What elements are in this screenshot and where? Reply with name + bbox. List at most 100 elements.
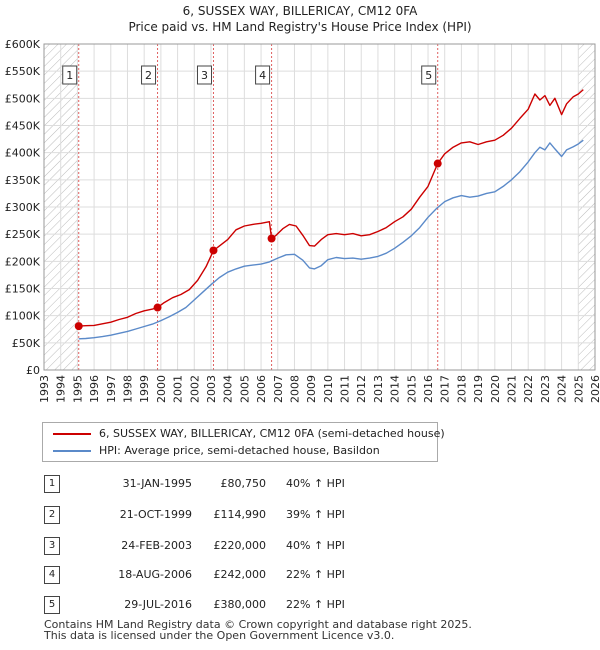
x-tick-label: 1996 xyxy=(88,375,101,403)
property-price-line xyxy=(78,89,584,327)
sale-marker xyxy=(209,246,218,255)
x-tick-label: 1998 xyxy=(121,375,134,403)
x-tick-label: 2025 xyxy=(572,375,585,403)
chart-subtitle: Price paid vs. HM Land Registry's House … xyxy=(128,20,472,34)
x-tick-label: 2023 xyxy=(539,375,552,403)
y-tick-label: £300K xyxy=(5,201,41,214)
sale-hpi-change: 22% ↑ HPI xyxy=(286,568,345,581)
sale-label-number: 3 xyxy=(201,69,208,82)
footer-copyright: Contains HM Land Registry data © Crown c… xyxy=(44,619,472,641)
table-row: 1 31-JAN-1995 £80,750 40% ↑ HPI xyxy=(42,475,442,493)
sale-label-box xyxy=(62,65,78,85)
y-tick-label: £400K xyxy=(5,147,41,160)
sale-date: 18-AUG-2006 xyxy=(118,568,192,581)
sale-label-box xyxy=(196,65,212,85)
sale-hpi-change: 40% ↑ HPI xyxy=(286,477,345,490)
x-tick-label: 2000 xyxy=(155,375,168,403)
y-tick-label: £200K xyxy=(5,255,41,268)
sale-number-badge: 1 xyxy=(44,475,60,493)
y-tick-label: £550K xyxy=(5,65,41,78)
x-tick-label: 2013 xyxy=(372,375,385,403)
sale-hpi-change: 22% ↑ HPI xyxy=(286,598,345,611)
sale-price: £80,750 xyxy=(220,477,267,490)
x-tick-label: 2002 xyxy=(188,375,201,403)
sale-hpi-change: 40% ↑ HPI xyxy=(286,539,345,552)
sale-number-badge: 2 xyxy=(44,506,60,524)
x-tick-label: 2008 xyxy=(288,375,301,403)
sale-price: £220,000 xyxy=(213,539,267,552)
x-tick-label: 2020 xyxy=(489,375,502,403)
sale-date: 31-JAN-1995 xyxy=(122,477,192,490)
sale-label-number: 1 xyxy=(66,69,73,82)
x-tick-label: 2015 xyxy=(405,375,418,403)
x-tick-label: 2003 xyxy=(205,375,218,403)
legend-swatch-property xyxy=(53,433,91,435)
legend-swatch-hpi xyxy=(53,450,91,452)
sale-number-badge: 5 xyxy=(44,596,60,614)
x-tick-label: 2024 xyxy=(556,375,569,403)
x-tick-label: 2011 xyxy=(339,375,352,403)
sale-marker xyxy=(433,159,442,168)
y-tick-label: £0 xyxy=(26,364,40,377)
sale-price: £114,990 xyxy=(213,508,267,521)
sale-date: 29-JUL-2016 xyxy=(124,598,192,611)
sale-label-box xyxy=(255,65,271,85)
sale-hpi-change: 39% ↑ HPI xyxy=(286,508,345,521)
x-tick-label: 2019 xyxy=(472,375,485,403)
sale-price: £380,000 xyxy=(213,598,267,611)
x-tick-label: 1993 xyxy=(38,375,51,403)
x-tick-label: 2016 xyxy=(422,375,435,403)
x-tick-label: 2026 xyxy=(589,375,600,403)
hpi-line xyxy=(78,139,584,340)
chart-title: 6, SUSSEX WAY, BILLERICAY, CM12 0FA xyxy=(182,4,418,18)
x-tick-label: 2009 xyxy=(305,375,318,403)
sale-date: 24-FEB-2003 xyxy=(121,539,192,552)
y-tick-label: £50K xyxy=(12,337,41,350)
x-tick-label: 2022 xyxy=(522,375,535,403)
footer-line-2: This data is licensed under the Open Gov… xyxy=(44,629,395,642)
sale-number-badge: 3 xyxy=(44,537,60,555)
price-chart: 1 2 3 4 5 £0 £50K £100K £150K £200K £250K £300K £35… xyxy=(5,38,600,403)
sale-number-badge: 4 xyxy=(44,566,60,584)
sale-label-box xyxy=(421,65,437,85)
sale-label-number: 5 xyxy=(425,69,432,82)
x-tick-label: 2001 xyxy=(172,375,185,403)
table-row: 2 21-OCT-1999 £114,990 39% ↑ HPI xyxy=(42,506,442,524)
y-tick-label: £150K xyxy=(5,283,41,296)
y-tick-label: £600K xyxy=(5,38,41,51)
table-row: 5 29-JUL-2016 £380,000 22% ↑ HPI xyxy=(42,596,442,614)
sale-date: 21-OCT-1999 xyxy=(119,508,192,521)
sale-marker xyxy=(267,234,276,243)
y-tick-label: £100K xyxy=(5,310,41,323)
plot-frame xyxy=(43,43,596,371)
x-tick-label: 2021 xyxy=(506,375,519,403)
sale-marker xyxy=(74,322,83,331)
x-tick-label: 2010 xyxy=(322,375,335,403)
legend-label-hpi: HPI: Average price, semi-detached house,… xyxy=(99,444,380,457)
y-tick-label: £250K xyxy=(5,228,41,241)
x-tick-label: 2007 xyxy=(272,375,285,403)
sale-label-number: 2 xyxy=(145,69,152,82)
sale-price: £242,000 xyxy=(213,568,267,581)
x-tick-label: 2006 xyxy=(255,375,268,403)
x-tick-label: 2004 xyxy=(222,375,235,403)
y-tick-label: £450K xyxy=(5,120,41,133)
x-tick-label: 1995 xyxy=(71,375,84,403)
legend-label-property: 6, SUSSEX WAY, BILLERICAY, CM12 0FA (sem… xyxy=(99,427,445,440)
x-tick-label: 1999 xyxy=(138,375,151,403)
x-tick-label: 2012 xyxy=(355,375,368,403)
x-tick-label: 1994 xyxy=(55,375,68,403)
sale-label-number: 4 xyxy=(259,69,266,82)
table-row: 3 24-FEB-2003 £220,000 40% ↑ HPI xyxy=(42,537,442,555)
x-tick-label: 1997 xyxy=(105,375,118,403)
y-tick-label: £350K xyxy=(5,174,41,187)
x-tick-label: 2018 xyxy=(455,375,468,403)
x-tick-label: 2005 xyxy=(238,375,251,403)
sale-label-box xyxy=(141,65,157,85)
footer-line-1: Contains HM Land Registry data © Crown c… xyxy=(44,618,472,631)
x-tick-label: 2014 xyxy=(389,375,402,403)
y-tick-label: £500K xyxy=(5,92,41,105)
table-row: 4 18-AUG-2006 £242,000 22% ↑ HPI xyxy=(42,566,442,584)
chart-legend: 6, SUSSEX WAY, BILLERICAY, CM12 0FA (sem… xyxy=(42,422,445,462)
x-tick-label: 2017 xyxy=(439,375,452,403)
